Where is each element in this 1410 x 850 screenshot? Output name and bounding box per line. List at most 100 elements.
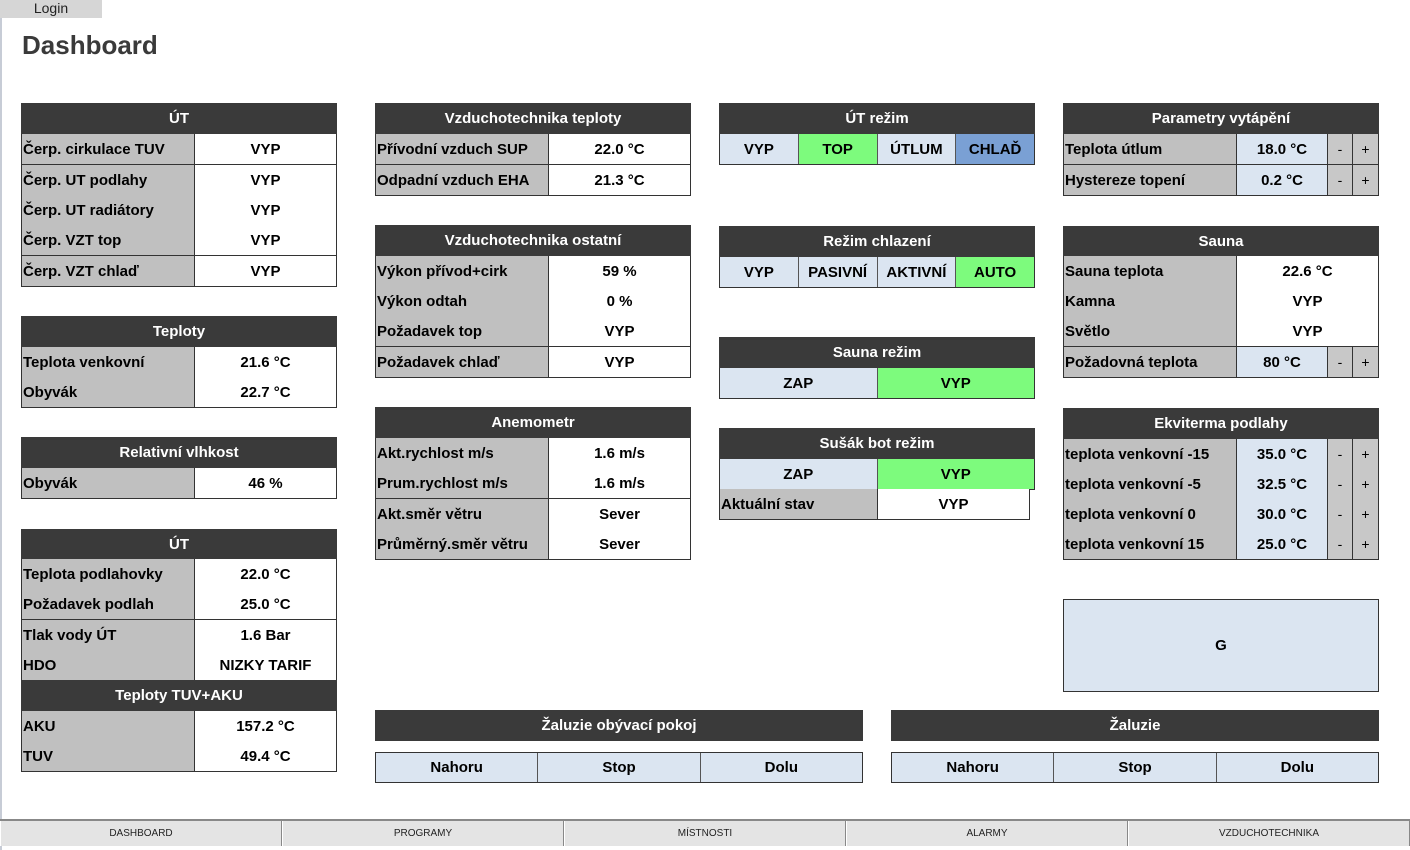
zaluzie-obyvak-down-button[interactable]: Dolu [700, 753, 862, 782]
zaluzie-down-button[interactable]: Dolu [1216, 753, 1378, 782]
minus-button[interactable]: - [1328, 439, 1353, 469]
row-value: 1.6 Bar [195, 620, 336, 650]
plus-button[interactable]: + [1353, 529, 1378, 559]
row-label: Výkon přívod+cirk [376, 256, 549, 286]
row-label: Požadavek chlaď [376, 347, 549, 377]
anemometr-row: Akt.rychlost m/s 1.6 m/s [375, 438, 691, 469]
param-row: Hystereze topení 0.2 °C - + [1063, 165, 1379, 196]
row-value: 21.6 °C [195, 347, 336, 377]
plus-button[interactable]: + [1353, 165, 1378, 195]
row-label: Sauna teplota [1064, 256, 1237, 286]
plus-button[interactable]: + [1353, 347, 1378, 377]
g-button[interactable]: G [1063, 599, 1379, 692]
chlazeni-pasivni-button[interactable]: PASIVNÍ [798, 257, 878, 287]
zaluzie-panel-header: Žaluzie [891, 710, 1379, 741]
sauna-row: Sauna teplota 22.6 °C [1063, 256, 1379, 287]
sauna-zap-button[interactable]: ZAP [720, 368, 878, 398]
page-title: Dashboard [22, 30, 158, 60]
sauna-row: Světlo VYP [1063, 316, 1379, 347]
sauna-setpoint-row: Požadovná teplota 80 °C - + [1063, 347, 1379, 378]
plus-button[interactable]: + [1353, 439, 1378, 469]
sauna-row: Kamna VYP [1063, 286, 1379, 317]
row-label: Prum.rychlost m/s [376, 468, 549, 498]
param-panel-header: Parametry vytápění [1063, 103, 1379, 134]
left-border [0, 0, 2, 850]
zaluzie-obyvak-stop-button[interactable]: Stop [538, 753, 701, 782]
teploty-row: Teplota venkovní 21.6 °C [21, 347, 337, 378]
vzt-teploty-panel-header: Vzduchotechnika teploty [375, 103, 691, 134]
ut-rezim-top-button[interactable]: TOP [798, 134, 878, 164]
ekviterma-panel-header: Ekviterma podlahy [1063, 408, 1379, 439]
ut2-row: Teplota podlahovky 22.0 °C [21, 559, 337, 590]
login-button[interactable]: Login [0, 0, 102, 18]
row-value: 22.0 °C [549, 134, 690, 164]
ut-rezim-utlum-button[interactable]: ÚTLUM [877, 134, 957, 164]
row-label: Světlo [1064, 316, 1237, 346]
tab-alarmy[interactable]: ALARMY [846, 821, 1128, 846]
row-label: Požadovná teplota [1064, 347, 1237, 377]
ut-rezim-buttons: VYP TOP ÚTLUM CHLAĎ [719, 134, 1035, 165]
zaluzie-buttons: Nahoru Stop Dolu [891, 752, 1379, 783]
vzt-teploty-row: Odpadní vzduch EHA 21.3 °C [375, 165, 691, 196]
row-label: teplota venkovní -15 [1064, 439, 1237, 469]
chlazeni-aktivni-button[interactable]: AKTIVNÍ [877, 257, 957, 287]
susak-vyp-button[interactable]: VYP [877, 459, 1034, 489]
row-label: Akt.rychlost m/s [376, 438, 549, 468]
plus-button[interactable]: + [1353, 499, 1378, 529]
tab-vzduchotechnika[interactable]: VZDUCHOTECHNIKA [1128, 821, 1410, 846]
row-label: Výkon odtah [376, 286, 549, 316]
zaluzie-up-button[interactable]: Nahoru [892, 753, 1055, 782]
zaluzie-stop-button[interactable]: Stop [1054, 753, 1217, 782]
row-label: Průměrný.směr větru [376, 529, 549, 559]
chlazeni-vyp-button[interactable]: VYP [720, 257, 799, 287]
row-value: 18.0 °C [1237, 134, 1328, 164]
zaluzie-obyvak-buttons: Nahoru Stop Dolu [375, 752, 863, 783]
vzt-ostatni-row: Požadavek top VYP [375, 316, 691, 347]
minus-button[interactable]: - [1328, 134, 1353, 164]
row-label: Teplota útlum [1064, 134, 1237, 164]
row-label: Akt.směr větru [376, 499, 549, 529]
chlazeni-auto-button[interactable]: AUTO [956, 257, 1034, 287]
anemometr-row: Průměrný.směr větru Sever [375, 529, 691, 560]
tab-mistnosti[interactable]: MÍSTNOSTI [564, 821, 846, 846]
susak-zap-button[interactable]: ZAP [720, 459, 878, 489]
minus-button[interactable]: - [1328, 347, 1353, 377]
ut-row: Čerp. VZT top VYP [21, 225, 337, 256]
minus-button[interactable]: - [1328, 529, 1353, 559]
minus-button[interactable]: - [1328, 469, 1353, 499]
ekviterma-row: teplota venkovní -15 35.0 °C - + [1063, 439, 1379, 470]
row-label: TUV [22, 741, 195, 771]
plus-button[interactable]: + [1353, 469, 1378, 499]
ut2-row: HDO NIZKY TARIF [21, 650, 337, 681]
zaluzie-obyvak-panel-header: Žaluzie obývací pokoj [375, 710, 863, 741]
minus-button[interactable]: - [1328, 499, 1353, 529]
row-label: Přívodní vzduch SUP [376, 134, 549, 164]
row-label: Aktuální stav [720, 489, 878, 519]
row-label: Čerp. VZT chlaď [22, 256, 195, 286]
sauna-rezim-panel-header: Sauna režim [719, 337, 1035, 368]
tab-programy[interactable]: PROGRAMY [282, 821, 564, 846]
row-value: VYP [195, 195, 336, 225]
row-value: 46 % [195, 468, 336, 498]
ut-rezim-chlad-button[interactable]: CHLAĎ [956, 134, 1034, 164]
plus-button[interactable]: + [1353, 134, 1378, 164]
teploty-panel-header: Teploty [21, 316, 337, 347]
sauna-vyp-button[interactable]: VYP [877, 368, 1034, 398]
row-value: 1.6 m/s [549, 438, 690, 468]
vzt-teploty-row: Přívodní vzduch SUP 22.0 °C [375, 134, 691, 165]
ut-rezim-vyp-button[interactable]: VYP [720, 134, 799, 164]
row-label: HDO [22, 650, 195, 680]
minus-button[interactable]: - [1328, 165, 1353, 195]
ut-row: Čerp. cirkulace TUV VYP [21, 134, 337, 165]
tab-dashboard[interactable]: DASHBOARD [0, 821, 282, 846]
zaluzie-obyvak-up-button[interactable]: Nahoru [376, 753, 539, 782]
row-label: Obyvák [22, 468, 195, 498]
row-label: Tlak vody ÚT [22, 620, 195, 650]
row-label: Čerp. cirkulace TUV [22, 134, 195, 164]
row-value: 30.0 °C [1237, 499, 1328, 529]
ekviterma-row: teplota venkovní 15 25.0 °C - + [1063, 529, 1379, 560]
row-value: VYP [195, 165, 336, 195]
row-value: 21.3 °C [549, 165, 690, 195]
row-value: Sever [549, 529, 690, 559]
ut-rezim-panel-header: ÚT režim [719, 103, 1035, 134]
